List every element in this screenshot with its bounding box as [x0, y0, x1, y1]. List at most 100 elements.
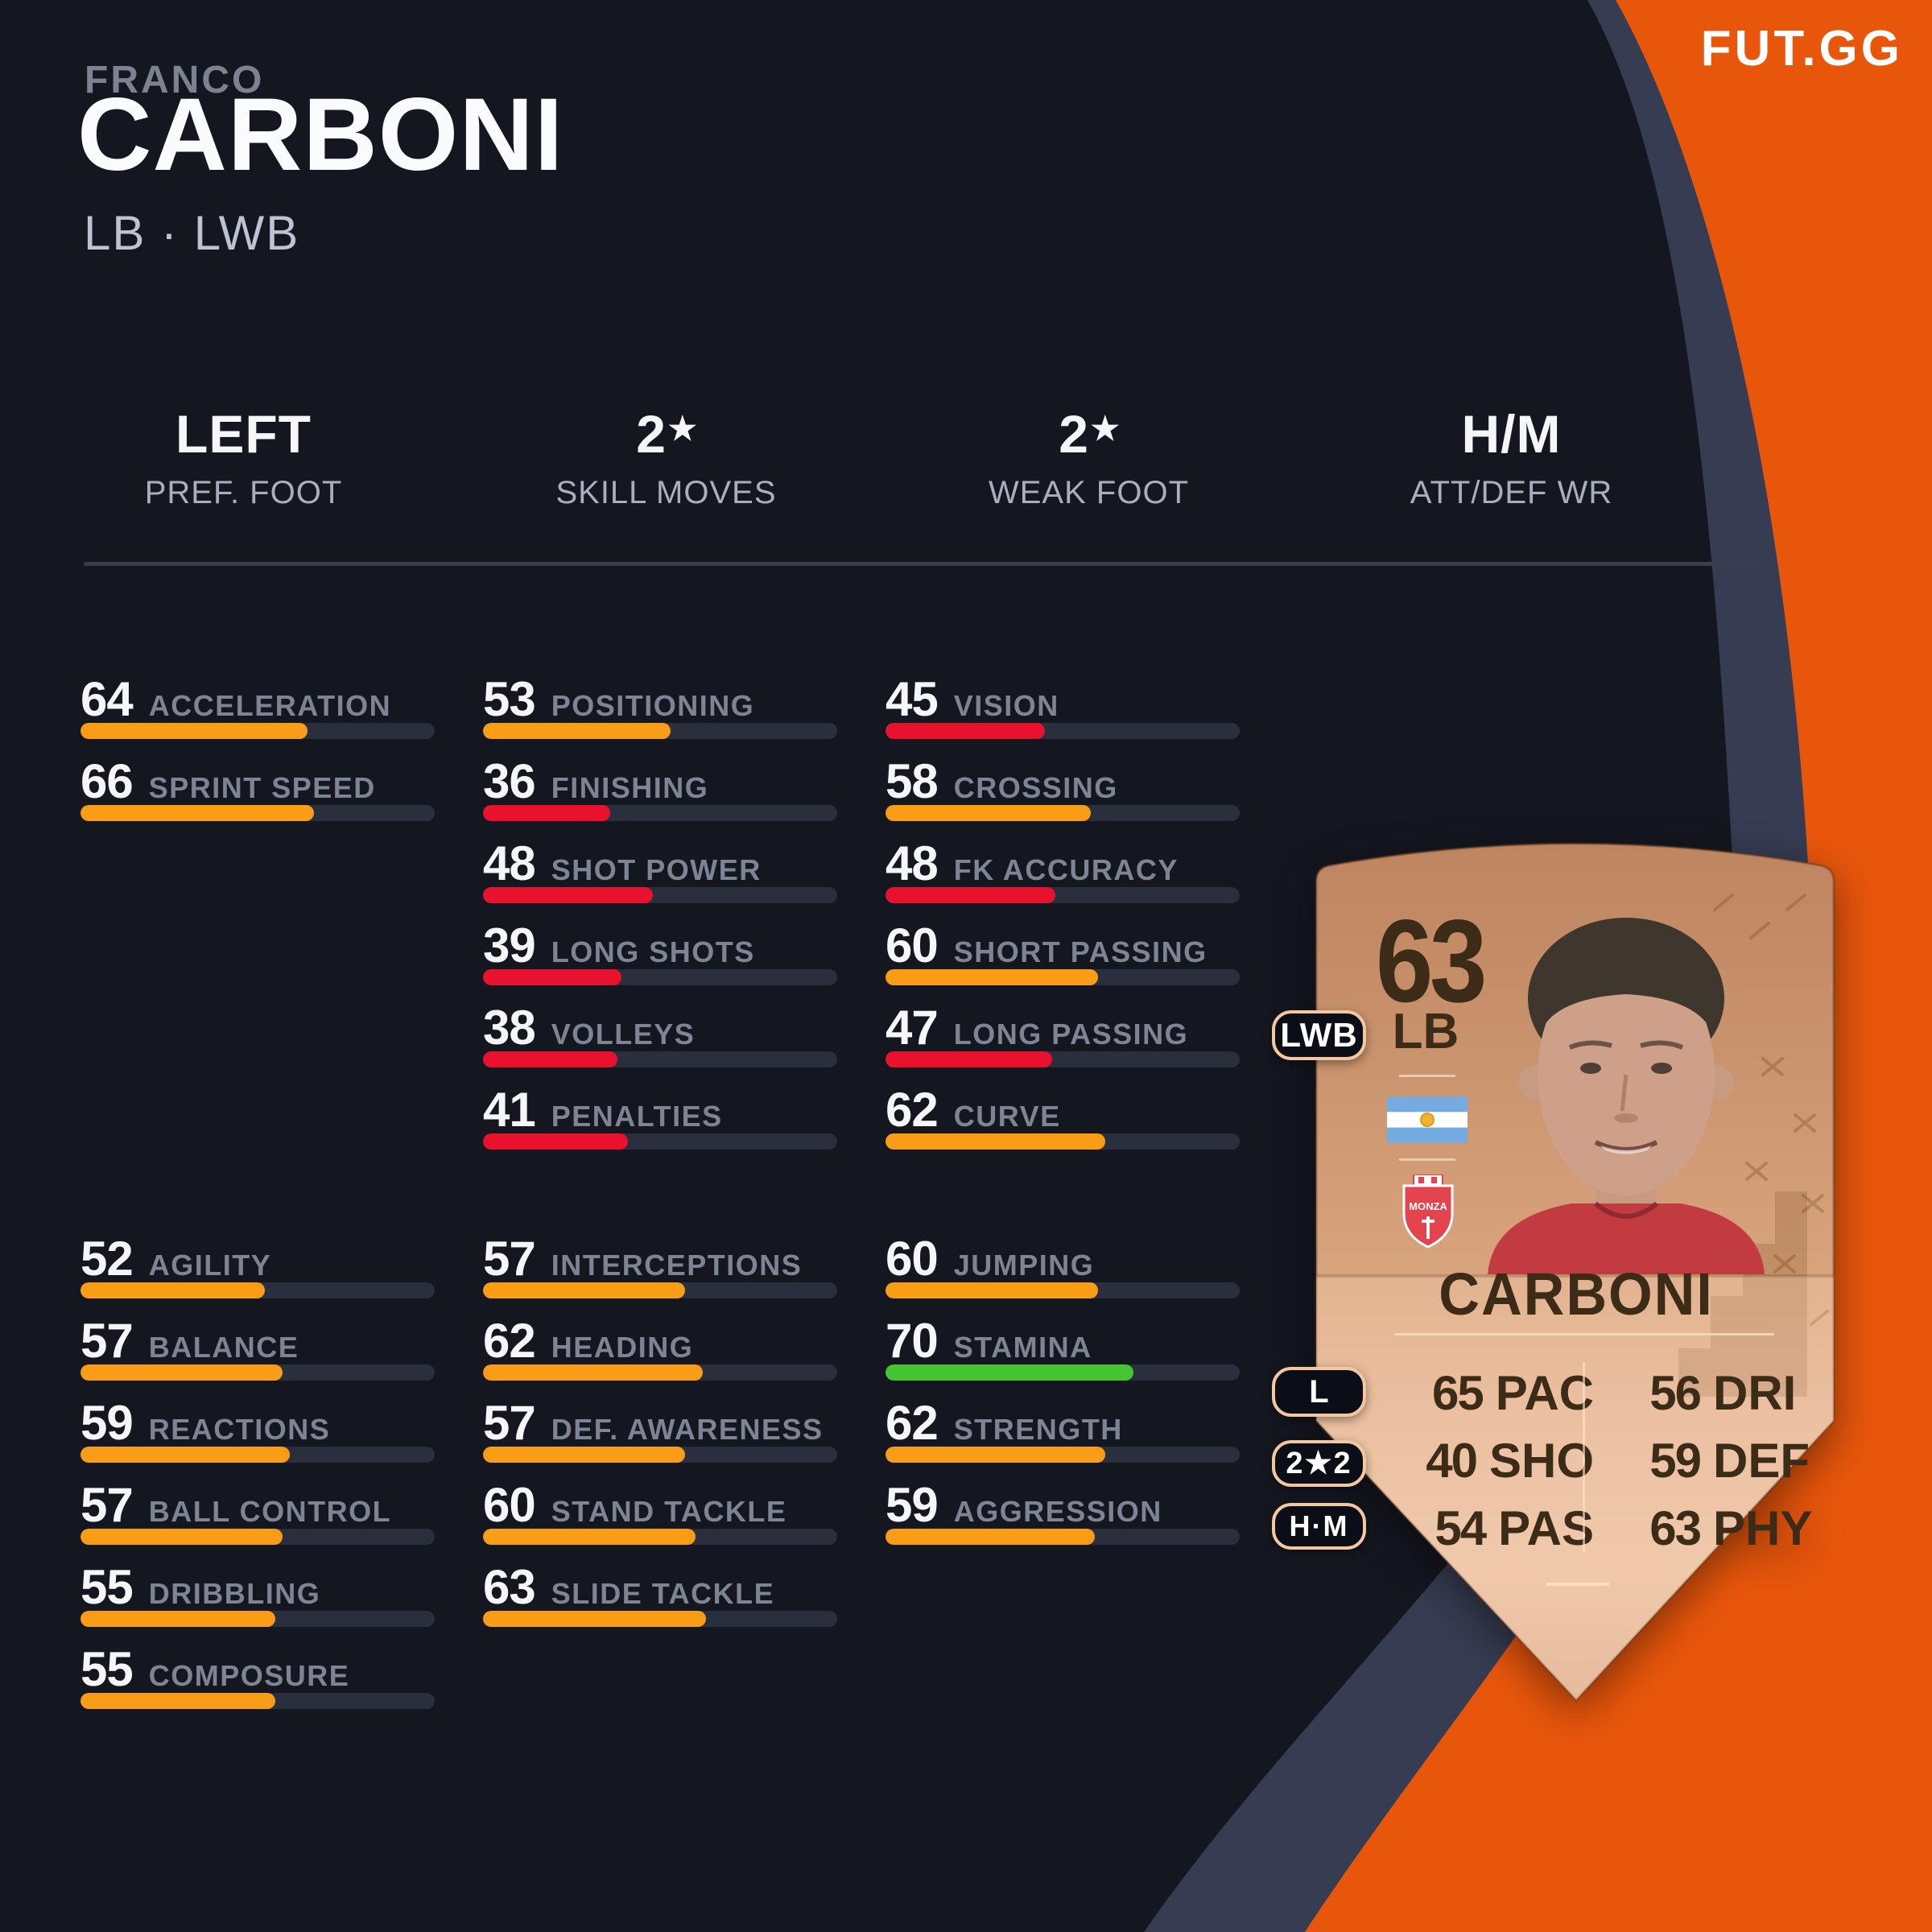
stat-bar-track	[483, 887, 837, 903]
traits-row: LEFT★ PREF. FOOT 2★ SKILL MOVES 2★ WEAK …	[32, 407, 1723, 509]
stat-bar-track	[483, 1529, 837, 1545]
stat-value: 64	[80, 672, 134, 726]
stat-bar-track	[483, 723, 837, 739]
stat-label: REACTIONS	[148, 1413, 331, 1446]
stat-label: LONG SHOTS	[551, 935, 755, 968]
card-stat-value: 54	[1435, 1501, 1487, 1555]
stat-value: 57	[483, 1232, 536, 1286]
stat-row: 60 STAND TACKLE	[483, 1481, 837, 1563]
stat-value: 62	[886, 1083, 939, 1137]
trait-label: PREF. FOOT	[144, 475, 343, 510]
stat-group-passing: 45 VISION 58 CROSSING 48 FK ACCURACY 60 …	[886, 675, 1240, 1168]
stat-bar-fill	[80, 1529, 283, 1545]
card-stat-key: SHO	[1488, 1434, 1594, 1488]
stat-row: 57 DEF. AWARENESS	[483, 1399, 837, 1481]
stat-value: 57	[80, 1314, 134, 1368]
stat-row: 62 STRENGTH	[886, 1399, 1240, 1481]
stat-row: 63 SLIDE TACKLE	[483, 1563, 837, 1645]
stat-row: 48 FK ACCURACY	[886, 840, 1240, 922]
card-stat-row: 56 DRI	[1594, 1360, 1819, 1427]
stat-row: 55 COMPOSURE	[80, 1645, 435, 1728]
stat-bar-fill	[80, 1447, 290, 1463]
stat-bar-fill	[80, 1611, 275, 1627]
card-stat-value: 59	[1649, 1434, 1702, 1488]
stat-label: STRENGTH	[953, 1413, 1123, 1446]
stat-label: SHORT PASSING	[953, 935, 1208, 968]
card-stats-divider	[1583, 1362, 1585, 1552]
card-stat-value: 65	[1432, 1366, 1484, 1420]
stat-bar-fill	[80, 1282, 265, 1298]
stat-label: STAMINA	[953, 1331, 1092, 1364]
stat-value: 60	[886, 919, 939, 972]
stat-label: DEF. AWARENESS	[551, 1413, 824, 1446]
stat-label: HEADING	[551, 1331, 694, 1364]
stat-value: 48	[886, 836, 939, 890]
card-stats-left-column: 65 PAC 40 SHO 54 PAS	[1389, 1360, 1594, 1563]
card-panel-shadow-line	[1316, 1274, 1834, 1278]
stat-value: 47	[886, 1001, 939, 1055]
stat-row: 57 BALANCE	[80, 1317, 435, 1399]
stat-bar-fill	[483, 1051, 618, 1067]
stat-value: 41	[483, 1083, 536, 1137]
stat-value: 59	[886, 1478, 939, 1532]
card-stat-key: PHY	[1713, 1501, 1813, 1555]
skill-weakfoot-badge: 2★2	[1272, 1440, 1366, 1487]
stat-row: 66 SPRINT SPEED	[80, 758, 435, 840]
stat-row: 52 AGILITY	[80, 1235, 435, 1317]
trait-value: 2★	[1059, 404, 1121, 464]
card-stair-pattern	[1678, 1191, 1807, 1397]
stat-row: 62 HEADING	[483, 1317, 837, 1399]
stat-bar-fill	[483, 1282, 685, 1298]
stat-bar-track	[886, 1447, 1240, 1463]
stat-bar-fill	[886, 1051, 1052, 1067]
stat-bar-fill	[483, 1529, 696, 1545]
stat-bar-fill	[886, 1529, 1095, 1545]
stat-row: 58 CROSSING	[886, 758, 1240, 840]
card-stat-key: PAC	[1495, 1366, 1594, 1420]
stat-bar-track	[886, 805, 1240, 821]
stat-bar-track	[80, 1693, 435, 1709]
argentina-flag-icon	[1387, 1096, 1468, 1143]
card-stat-value: 40	[1426, 1434, 1478, 1488]
stat-value: 59	[80, 1396, 134, 1450]
stat-value: 52	[80, 1232, 134, 1286]
trait-cell: 2★ WEAK FOOT	[877, 407, 1300, 509]
stat-value: 48	[483, 836, 536, 890]
card-stat-row: 54 PAS	[1389, 1495, 1594, 1563]
stat-row: 38 VOLLEYS	[483, 1004, 837, 1086]
stat-label: PENALTIES	[551, 1100, 723, 1133]
stat-bar-track	[483, 1133, 837, 1150]
stat-bar-fill	[80, 805, 315, 821]
stat-value: 58	[886, 754, 939, 808]
card-stat-value: 63	[1649, 1501, 1702, 1555]
stat-value: 62	[886, 1396, 939, 1450]
stat-row: 39 LONG SHOTS	[483, 922, 837, 1004]
stat-label: ACCELERATION	[148, 689, 392, 722]
trait-value: 2★	[636, 404, 698, 464]
stat-value: 62	[483, 1314, 536, 1368]
stat-bar-track	[483, 1364, 837, 1381]
stat-row: 47 LONG PASSING	[886, 1004, 1240, 1086]
stat-row: 64 ACCELERATION	[80, 675, 435, 758]
svg-text:MONZA: MONZA	[1409, 1200, 1447, 1212]
stat-bar-fill	[80, 723, 308, 739]
stat-row: 45 VISION	[886, 675, 1240, 758]
stat-label: DRIBBLING	[148, 1577, 321, 1610]
stat-bar-track	[886, 1529, 1240, 1545]
stat-label: JUMPING	[953, 1249, 1095, 1282]
star-icon: ★	[667, 411, 698, 447]
stat-bar-fill	[80, 1364, 283, 1381]
stat-bar-fill	[483, 1611, 707, 1627]
stat-bar-fill	[886, 1447, 1105, 1463]
stat-label: BALL CONTROL	[148, 1495, 392, 1528]
stat-value: 45	[886, 672, 939, 726]
stat-row: 62 CURVE	[886, 1086, 1240, 1168]
stat-value: 38	[483, 1001, 536, 1055]
card-hatch-marks	[1713, 894, 1829, 1326]
stat-value: 55	[80, 1642, 134, 1696]
trait-label: SKILL MOVES	[555, 475, 777, 510]
stat-group-dribbling: 52 AGILITY 57 BALANCE 59 REACTIONS 57 BA…	[80, 1235, 435, 1728]
card-mini-divider-bottom	[1399, 1158, 1455, 1161]
stat-bar-track	[80, 1364, 435, 1381]
stat-label: VOLLEYS	[551, 1018, 696, 1051]
